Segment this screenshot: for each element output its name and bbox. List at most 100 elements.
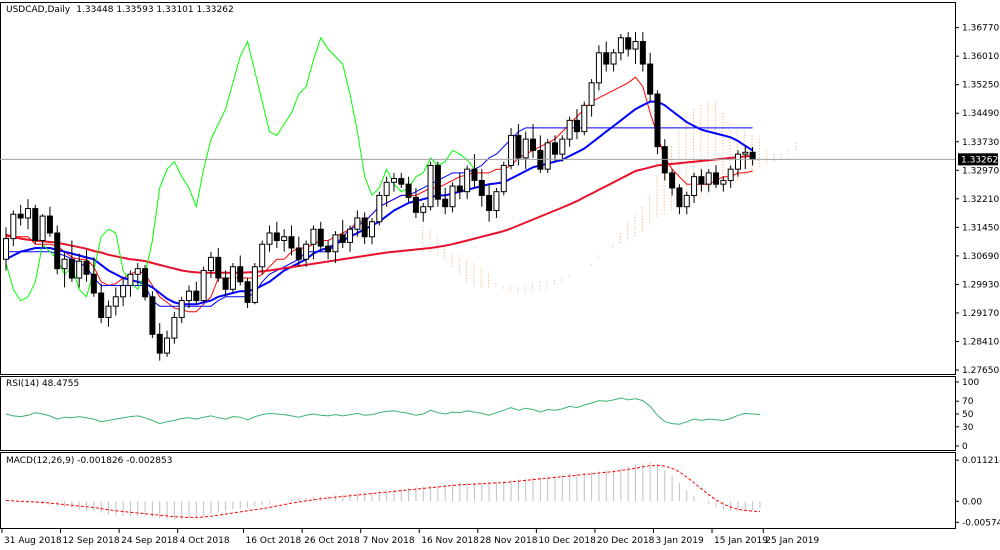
candle-body (237, 266, 244, 283)
candle-body (588, 82, 595, 106)
candle-body (200, 270, 207, 302)
candle-body (552, 142, 558, 155)
candle-body (515, 134, 522, 159)
rsi-tick-label: 70 (962, 397, 974, 407)
candle-body (573, 119, 580, 133)
candle-body (281, 236, 288, 241)
candle-body (68, 258, 75, 279)
candle-body (720, 179, 727, 185)
candle-body (559, 138, 566, 155)
candle-body (229, 266, 236, 290)
candle-body (222, 277, 229, 290)
candle-body (713, 172, 720, 185)
date-tick-label: 16 Oct 2018 (246, 536, 302, 546)
candle-body (120, 285, 127, 298)
candle-body (654, 93, 661, 148)
candle-body (186, 290, 192, 302)
candle-body (683, 194, 690, 208)
candle-body (566, 119, 573, 140)
candle-body (647, 63, 654, 95)
candle-body (332, 234, 339, 253)
macd-label: MACD(12,26,9) -0.001826 -0.002853 (6, 456, 172, 466)
macd-signal-line (5, 464, 761, 518)
candle-body (383, 181, 390, 196)
candle-body (427, 164, 434, 208)
candle-body (354, 217, 361, 230)
macd-tick-label: 0.011214 (962, 456, 1000, 466)
candle-body (98, 292, 105, 318)
candle-body (24, 208, 31, 219)
candle-body (442, 198, 449, 208)
price-tick-label: 1.29170 (962, 309, 999, 319)
date-tick-label: 15 Jan 2019 (714, 536, 768, 546)
price-tick-label: 1.35250 (962, 81, 999, 91)
date-tick-label: 20 Dec 2018 (597, 536, 655, 546)
indicator-line-3 (5, 155, 753, 274)
candle-body (390, 178, 397, 183)
candle-body (164, 337, 171, 354)
price-tick-label: 1.36770 (962, 24, 999, 34)
candle-body (105, 305, 112, 318)
candle-body (412, 196, 419, 213)
candle-body (39, 215, 46, 241)
date-tick-label: 12 Sep 2018 (63, 536, 120, 546)
candle-body (449, 185, 456, 208)
rsi-tick-label: 50 (962, 410, 974, 420)
candle-body (112, 296, 119, 307)
candle-body (259, 243, 266, 268)
candle-body (610, 52, 617, 65)
candle-body (676, 187, 683, 208)
candle-body (127, 273, 134, 287)
date-tick-label: 4 Oct 2018 (180, 536, 230, 546)
candle-body (581, 104, 588, 133)
price-tick-label: 1.31450 (962, 223, 999, 233)
candle-body (486, 194, 493, 211)
candle-body (522, 138, 529, 159)
candle-body (471, 168, 478, 181)
candle-body (727, 168, 734, 181)
price-tick-label: 1.28410 (962, 337, 999, 347)
date-tick-label: 10 Dec 2018 (538, 536, 596, 546)
rsi-line (5, 397, 761, 425)
candle-body (310, 228, 317, 245)
candle-body (456, 185, 463, 193)
price-tick-label: 1.27650 (962, 366, 999, 376)
candle-body (705, 172, 712, 185)
macd-histogram (5, 462, 761, 520)
candle-body (134, 268, 141, 275)
candle-body (54, 232, 61, 270)
candle-body (735, 153, 741, 170)
candle-body (742, 151, 749, 155)
date-tick-label: 25 Jan 2019 (765, 536, 819, 546)
candle-body (193, 290, 200, 302)
rsi-label: RSI(14) 48.4755 (6, 379, 79, 389)
candle-body (149, 296, 156, 335)
date-tick-label: 16 Nov 2018 (421, 536, 479, 546)
price-tick-label: 1.32210 (962, 195, 999, 205)
current-price-box (958, 153, 998, 166)
candle-body (156, 333, 163, 354)
chikou-line (5, 36, 475, 302)
candle-body (90, 273, 97, 294)
candle-body (530, 138, 537, 151)
candle-body (464, 168, 471, 193)
candle-body (266, 232, 273, 245)
candle-body (500, 164, 507, 193)
rsi-tick-label: 100 (962, 378, 979, 388)
candle-body (207, 256, 214, 272)
candle-body (339, 234, 346, 243)
candle-body (749, 151, 756, 160)
date-tick-label: 28 Nov 2018 (480, 536, 538, 546)
candle-body (398, 178, 405, 185)
candle-body (544, 142, 551, 170)
rsi-tick-label: 0 (962, 442, 968, 452)
candle-body (639, 41, 646, 65)
candle-body (698, 176, 705, 185)
candle-body (303, 243, 310, 260)
candlesticks (3, 32, 756, 361)
candle-body (10, 213, 17, 240)
candle-body (3, 238, 9, 260)
date-tick-label: 31 Aug 2018 (4, 536, 62, 546)
rsi-path (5, 397, 761, 425)
candle-body (617, 37, 624, 54)
